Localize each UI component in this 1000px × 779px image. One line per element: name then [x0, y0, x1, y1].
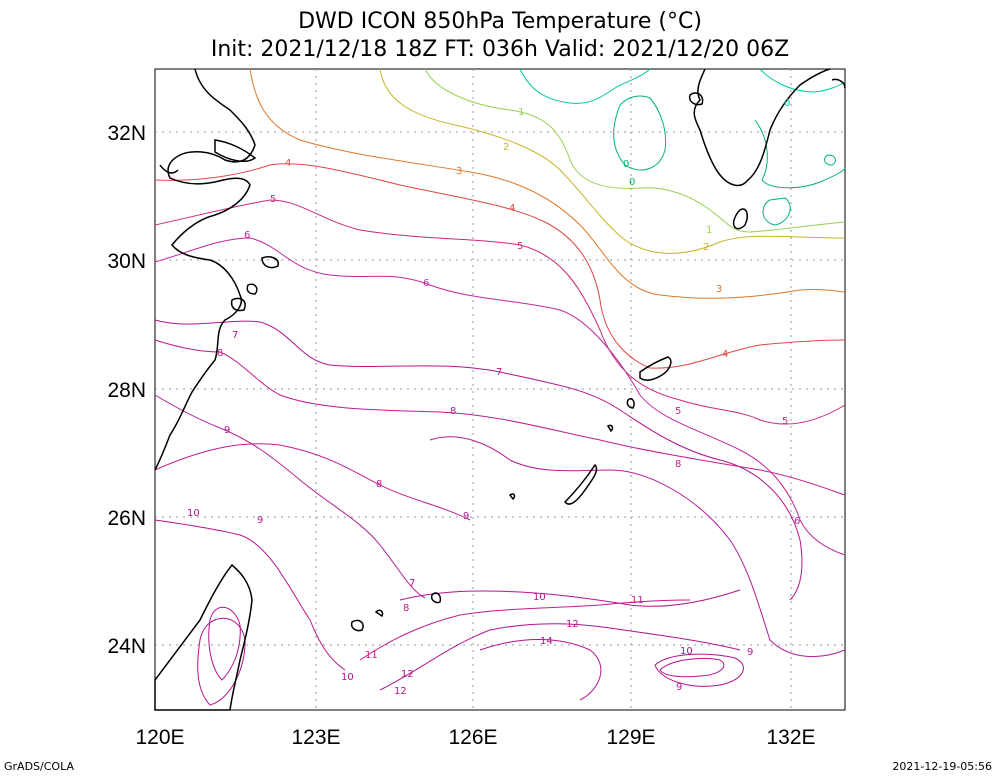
contour-label: 9 — [224, 425, 230, 436]
footer-software: GrADS/COLA — [4, 760, 74, 773]
x-tick-label: 123E — [291, 726, 340, 749]
contour-label: 9 — [463, 511, 469, 522]
contour-label: 10 — [341, 672, 354, 683]
contour-label: 5 — [782, 416, 788, 427]
contour-label: 11 — [631, 595, 644, 606]
contour-label: 8 — [403, 603, 409, 614]
footer-timestamp: 2021-12-19-05:56 — [892, 760, 992, 773]
contour-label: 9 — [747, 647, 753, 658]
contour-label: 10 — [187, 508, 200, 519]
y-tick-label: 32N — [107, 122, 146, 145]
contour-label: 3 — [716, 284, 722, 295]
contour-label: 3 — [456, 166, 462, 177]
contour-label: 12 — [394, 686, 407, 697]
contour-label: 5 — [675, 406, 681, 417]
contour-label: 5 — [517, 241, 523, 252]
contour-label: 2 — [703, 242, 709, 253]
contour-label: 7 — [496, 367, 502, 378]
y-tick-label: 28N — [107, 379, 146, 402]
contour-label: 10 — [680, 646, 693, 657]
y-tick-label: 24N — [107, 635, 146, 658]
contour-label: 0 — [629, 177, 635, 188]
contour-label: 8 — [376, 479, 382, 490]
contour-label: 4 — [509, 203, 515, 214]
contour-label: 4 — [722, 349, 728, 360]
contour-label: 0 — [623, 159, 629, 170]
map-subtitle: Init: 2021/12/18 18Z FT: 036h Valid: 202… — [210, 37, 790, 62]
contour-label: 7 — [232, 330, 238, 341]
contour-label: 6 — [423, 278, 429, 289]
contour-label: 12 — [401, 669, 414, 680]
contour-label: 8 — [675, 459, 681, 470]
contour-label: 7 — [409, 578, 415, 589]
contour-label: 9 — [676, 682, 682, 693]
contour-label: 10 — [533, 592, 546, 603]
contour-label: 1 — [518, 107, 524, 118]
contour-labels: 0 0 0 1 1 2 2 3 3 4 4 4 5 5 5 5 6 6 6 7 … — [187, 98, 800, 697]
y-tick-label: 26N — [107, 507, 146, 530]
contour-label: 8 — [217, 348, 223, 359]
coastlines — [154, 68, 846, 711]
contour-label: 4 — [285, 158, 291, 169]
contour-label: 12 — [566, 619, 579, 630]
contour-label: 11 — [365, 650, 378, 661]
contour-label: 6 — [244, 230, 250, 241]
contour-label: 1 — [706, 225, 712, 236]
contour-label: 0 — [784, 98, 790, 109]
contour-label: 5 — [270, 194, 276, 205]
contour-label: 9 — [257, 515, 263, 526]
x-tick-label: 129E — [606, 726, 655, 749]
y-tick-label: 30N — [107, 250, 146, 273]
x-tick-label: 120E — [135, 726, 184, 749]
x-axis: 120E 123E 126E 129E 132E — [135, 726, 815, 749]
x-tick-label: 126E — [448, 726, 497, 749]
map-title: DWD ICON 850hPa Temperature (°C) — [298, 9, 702, 34]
y-axis: 32N 30N 28N 26N 24N — [107, 122, 146, 658]
temperature-contours — [154, 68, 846, 706]
gridlines — [155, 69, 845, 710]
contour-label: 14 — [540, 636, 553, 647]
contour-label: 8 — [450, 406, 456, 417]
contour-label: 6 — [794, 516, 800, 527]
x-tick-label: 132E — [766, 726, 815, 749]
contour-label: 2 — [503, 142, 509, 153]
